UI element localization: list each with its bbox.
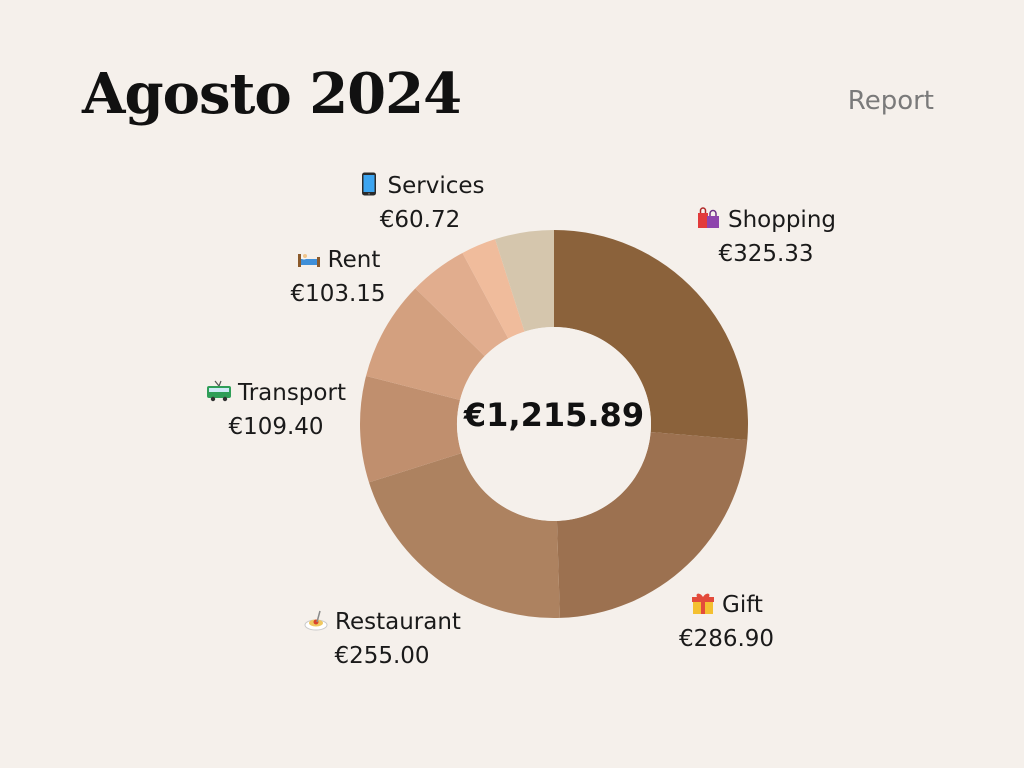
slice-transport[interactable] [360,375,462,483]
label-transport-name: Transport [238,380,346,406]
label-shopping-value: €325.33 [718,241,814,267]
mobile-phone-icon [356,172,382,196]
label-transport: Transport €109.40 [196,376,356,444]
label-rent-value: €103.15 [290,281,386,307]
label-services-name: Services [387,173,485,199]
label-gift-value: €286.90 [678,626,775,652]
slice-services[interactable] [495,230,554,332]
label-shopping-name: Shopping [727,207,836,233]
label-rent-name: Rent [327,247,381,273]
label-services: Services €60.72 [345,169,495,237]
label-restaurant-value: €255.00 [334,643,430,669]
label-gift-name: Gift [722,592,763,618]
slice-unlabeled-6[interactable] [462,239,525,339]
slice-shopping[interactable] [554,230,748,440]
total-amount: €1,215.89 [463,396,645,434]
page-title: Agosto 2024 [82,61,462,127]
bed-icon [296,246,322,270]
shopping-bags-icon [696,206,722,230]
slice-gift[interactable] [556,431,748,618]
label-restaurant: Restaurant €255.00 [297,605,467,673]
slice-rent[interactable] [366,288,485,400]
spaghetti-icon [303,608,329,632]
label-shopping: Shopping €325.33 [686,203,846,271]
slice-restaurant[interactable] [368,453,560,618]
label-gift: Gift €286.90 [654,588,799,656]
trolleybus-icon [206,379,232,403]
report-link[interactable]: Report [847,86,934,116]
label-restaurant-name: Restaurant [335,609,461,635]
label-rent: Rent €103.15 [283,243,393,311]
label-services-value: €60.72 [379,207,461,233]
gift-icon [690,591,716,615]
label-transport-value: €109.40 [228,414,324,440]
